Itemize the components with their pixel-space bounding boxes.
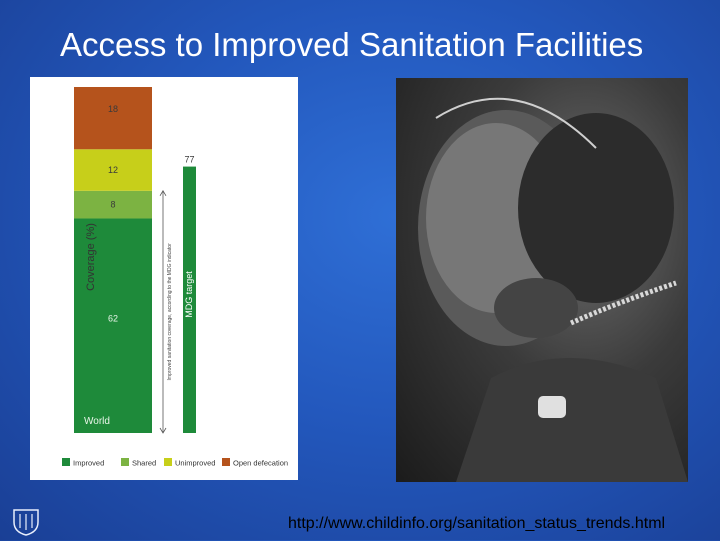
body-shape <box>456 358 688 482</box>
bars-layer <box>74 87 152 433</box>
y-axis-label: Coverage (%) <box>85 223 97 291</box>
legend-swatch-0 <box>62 458 70 466</box>
category-label: World <box>84 416 110 427</box>
legend-swatch-3 <box>222 458 230 466</box>
photo-child-drinking <box>396 78 688 482</box>
bracket-arrow-bottom <box>159 427 167 434</box>
bracket-arrow-top <box>159 190 167 197</box>
bar-segment-open-defecation <box>74 87 152 150</box>
data-label-shared: 8 <box>110 200 115 210</box>
labels-layer: 62 8 12 18 World Coverage (%) Improved sanitat… <box>84 104 195 434</box>
chart-panel: 62 8 12 18 World Coverage (%) Improved sanitat… <box>30 77 298 480</box>
slide-title: Access to Improved Sanitation Facilities <box>60 26 644 63</box>
data-label-unimproved: 12 <box>108 165 118 175</box>
target-value-label: 77 <box>184 155 194 165</box>
legend-swatch-1 <box>121 458 129 466</box>
mayo-clinic-logo <box>6 492 46 536</box>
hand-shape <box>494 278 578 338</box>
legend-layer: Improved Shared Unimproved Open defecation <box>62 458 288 468</box>
data-label-open-defecation: 18 <box>108 104 118 114</box>
source-url[interactable]: http://www.childinfo.org/sanitation_stat… <box>288 515 666 532</box>
target-bar <box>183 166 196 433</box>
target-label: MDG target <box>184 271 194 318</box>
target-layer <box>183 166 196 433</box>
bracelet-shape <box>538 396 566 418</box>
sanitation-chart: 62 8 12 18 World Coverage (%) Improved sanitat… <box>62 87 288 468</box>
head-shape <box>518 113 674 303</box>
legend-label-3: Open defecation <box>233 459 288 468</box>
legend-label-1: Shared <box>132 459 156 468</box>
data-label-improved: 62 <box>108 313 118 323</box>
legend-swatch-2 <box>164 458 172 466</box>
bar-segment-shared <box>74 190 152 219</box>
bar-segment-unimproved <box>74 149 152 191</box>
shield-icon <box>13 509 39 536</box>
photo-illustration <box>418 97 688 482</box>
bracket-label: Improved sanitation coverage, according … <box>167 243 173 381</box>
gourd-rim <box>435 97 597 149</box>
necklace-shape <box>569 280 677 326</box>
legend-label-0: Improved <box>73 459 104 468</box>
legend-label-2: Unimproved <box>175 459 215 468</box>
bar-segment-improved <box>74 218 152 433</box>
